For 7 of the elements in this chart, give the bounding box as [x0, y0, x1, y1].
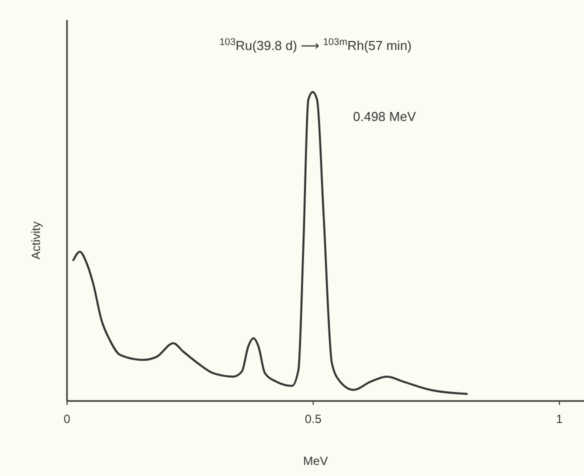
- annotation: 0.498 MeV: [353, 109, 416, 124]
- x-tick-label: 0: [64, 412, 71, 426]
- x-tick-label: 1: [556, 412, 564, 426]
- chart-title: $^{103}$Ru(39.8 d) ⟶ $^{103m}$Rh(57 min): [219, 36, 412, 53]
- x-tick-label: 0.5: [304, 412, 322, 426]
- x-axis-title: MeV: [303, 454, 328, 468]
- y-axis-title: Activity: [29, 221, 43, 260]
